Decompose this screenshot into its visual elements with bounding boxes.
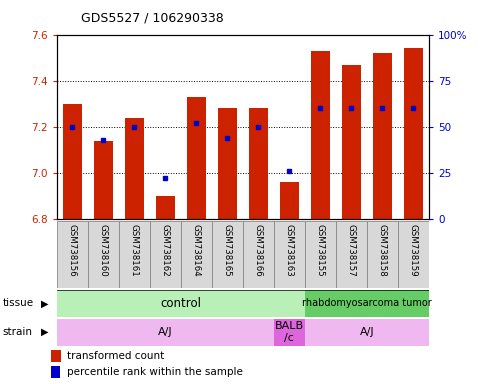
Text: tissue: tissue bbox=[2, 298, 34, 308]
Bar bbox=[404, 48, 423, 219]
Text: GSM738166: GSM738166 bbox=[254, 224, 263, 277]
Text: GSM738157: GSM738157 bbox=[347, 224, 356, 277]
Bar bbox=[249, 108, 268, 219]
Bar bbox=[243, 221, 274, 288]
Bar bbox=[63, 104, 81, 219]
Bar bbox=[367, 221, 398, 288]
Bar bbox=[305, 319, 429, 346]
Bar bbox=[398, 221, 429, 288]
Bar bbox=[305, 221, 336, 288]
Bar bbox=[125, 118, 143, 219]
Text: GSM738164: GSM738164 bbox=[192, 224, 201, 277]
Text: GSM738165: GSM738165 bbox=[223, 224, 232, 277]
Bar bbox=[311, 51, 330, 219]
Bar bbox=[274, 221, 305, 288]
Bar bbox=[336, 221, 367, 288]
Bar bbox=[156, 196, 175, 219]
Text: GDS5527 / 106290338: GDS5527 / 106290338 bbox=[81, 12, 224, 25]
Bar bbox=[119, 221, 150, 288]
Bar bbox=[218, 108, 237, 219]
Text: GSM738160: GSM738160 bbox=[99, 224, 108, 277]
Bar bbox=[212, 221, 243, 288]
Bar bbox=[150, 221, 181, 288]
Text: BALB
/c: BALB /c bbox=[275, 321, 304, 343]
Text: GSM738161: GSM738161 bbox=[130, 224, 139, 277]
Bar bbox=[51, 350, 61, 362]
Text: ▶: ▶ bbox=[41, 327, 48, 337]
Bar bbox=[94, 141, 112, 219]
Bar bbox=[88, 221, 119, 288]
Bar bbox=[305, 290, 429, 317]
Text: GSM738158: GSM738158 bbox=[378, 224, 387, 277]
Bar bbox=[280, 182, 299, 219]
Text: rhabdomyosarcoma tumor: rhabdomyosarcoma tumor bbox=[302, 298, 432, 308]
Bar bbox=[57, 290, 305, 317]
Text: control: control bbox=[160, 297, 201, 310]
Text: A/J: A/J bbox=[158, 327, 173, 337]
Bar bbox=[274, 319, 305, 346]
Text: GSM738159: GSM738159 bbox=[409, 224, 418, 277]
Text: GSM738156: GSM738156 bbox=[68, 224, 77, 277]
Bar bbox=[373, 53, 391, 219]
Text: GSM738155: GSM738155 bbox=[316, 224, 325, 277]
Text: A/J: A/J bbox=[359, 327, 374, 337]
Bar bbox=[57, 221, 88, 288]
Text: strain: strain bbox=[2, 327, 33, 337]
Bar bbox=[342, 65, 361, 219]
Text: GSM738162: GSM738162 bbox=[161, 224, 170, 277]
Bar bbox=[187, 97, 206, 219]
Bar bbox=[181, 221, 212, 288]
Text: percentile rank within the sample: percentile rank within the sample bbox=[67, 367, 243, 377]
Bar bbox=[51, 366, 60, 377]
Text: GSM738163: GSM738163 bbox=[285, 224, 294, 277]
Bar bbox=[57, 319, 274, 346]
Text: ▶: ▶ bbox=[41, 298, 48, 308]
Text: transformed count: transformed count bbox=[67, 351, 164, 361]
